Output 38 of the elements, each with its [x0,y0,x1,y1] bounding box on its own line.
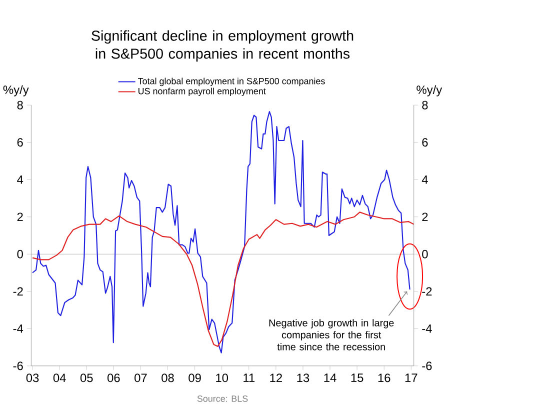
legend-label: Total global employment in S&P500 companies [138,78,325,86]
y2-tick-label: -2 [422,287,432,296]
x-tick-label: 09 [188,374,201,382]
x-tick-label: 15 [351,374,364,382]
y-tick-label: 6 [17,138,23,147]
x-tick-label: 12 [270,374,282,382]
x-tick-label: 11 [244,374,255,382]
chart-title: Significant decline in employment growth in S&P500 companies in recent months [92,30,354,62]
x-tick-label: 08 [162,374,174,382]
y-tick-label: -2 [13,287,23,296]
y2-tick-label: 2 [422,212,428,222]
x-tick-label: 17 [405,374,418,382]
y-tick-label: -6 [13,362,23,370]
x-tick-label: 14 [324,374,336,382]
x-tick-label: 13 [297,374,310,382]
y2-axis-title: %y/y [416,85,442,96]
y2-tick-label: 4 [422,176,428,184]
y-tick-label: -4 [13,324,24,333]
x-tick-label: 07 [134,374,147,382]
x-tick-label: 06 [107,374,120,382]
y-tick-label: 0 [17,250,23,258]
y-tick-label: 2 [17,212,23,222]
legend-label: US nonfarm payroll employment [138,88,266,96]
source-note: Source: BLS [197,395,248,402]
x-tick-label: 10 [216,374,228,382]
y-axis-title: %y/y [3,85,29,96]
x-tick-label: 04 [53,374,66,382]
y-tick-label: 8 [17,100,23,110]
x-tick-label: 05 [80,374,93,382]
y-tick-label: 4 [17,176,24,184]
annotation: Negative job growth in large companies for the first time since the recession [269,319,394,350]
y2-tick-label: -4 [422,324,432,333]
y2-tick-label: 0 [422,250,428,258]
y2-tick-label: 6 [422,138,428,147]
x-tick-label: 16 [378,374,390,382]
x-tick-label: 03 [26,374,39,382]
y2-tick-label: -6 [422,362,432,370]
y2-tick-label: 8 [422,100,428,110]
